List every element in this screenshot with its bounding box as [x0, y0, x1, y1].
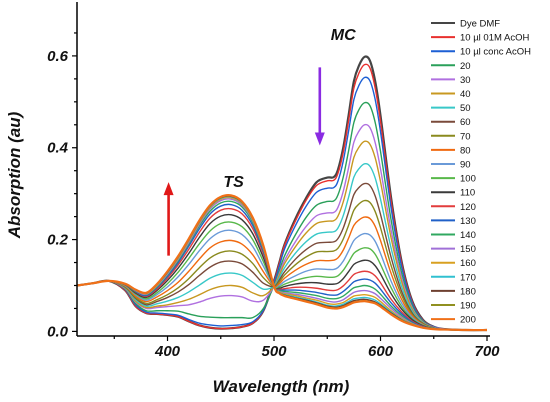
legend-item: 80: [431, 145, 471, 156]
legend-label: 20: [460, 61, 471, 72]
legend-item: 10 µl conc AcOH: [431, 47, 531, 58]
plot-lines: [77, 55, 487, 332]
series-line-2: [77, 63, 487, 331]
arrow-down: [314, 67, 325, 146]
series-line-13: [77, 213, 487, 331]
legend-item: 70: [431, 131, 471, 142]
legend-label: 150: [460, 244, 476, 255]
x-tick-label: 500: [261, 343, 287, 360]
legend-item: 160: [431, 258, 476, 269]
legend-label: 170: [460, 272, 476, 283]
legend-label: 30: [460, 75, 471, 86]
legend-item: 150: [431, 244, 476, 255]
legend-item: Dye DMF: [431, 19, 500, 30]
annotations: TS MC: [163, 27, 356, 256]
legend-label: 130: [460, 216, 476, 227]
legend-label: 120: [460, 202, 476, 213]
series-line-5: [77, 123, 487, 331]
legend-item: 120: [431, 202, 476, 213]
legend-label: 70: [460, 131, 471, 142]
x-tick-label: 600: [368, 343, 394, 360]
legend-label: 40: [460, 89, 471, 100]
series-line-14: [77, 207, 487, 331]
legend-label: 180: [460, 286, 476, 297]
y-tick-label: 0.4: [47, 140, 69, 157]
legend-label: 160: [460, 258, 476, 269]
legend-item: 180: [431, 286, 476, 297]
legend-label: 60: [460, 117, 471, 128]
series-line-22: [77, 194, 487, 332]
legend-item: 190: [431, 301, 476, 312]
annotation-ts: TS: [223, 174, 244, 191]
legend-label: 10 µl conc AcOH: [460, 47, 531, 58]
series-line-12: [77, 221, 487, 331]
series-line-10: [77, 216, 487, 331]
series-line-9: [77, 199, 487, 331]
legend-item: 100: [431, 174, 476, 185]
x-tick-label: 700: [474, 343, 500, 360]
legend-item: 40: [431, 89, 471, 100]
x-axis-title: Wavelength (nm): [213, 377, 350, 396]
legend-item: 130: [431, 216, 476, 227]
y-tick-label: 0.6: [47, 48, 69, 65]
legend-item: 50: [431, 103, 471, 114]
x-tick-label: 400: [154, 343, 181, 360]
legend-label: 90: [460, 160, 471, 171]
axes: 400 500 600 700 0.0 0.2 0.4 0.6: [47, 2, 500, 360]
legend-item: 170: [431, 272, 476, 283]
annotation-mc: MC: [331, 27, 356, 44]
legend-item: 90: [431, 160, 471, 171]
legend-label: Dye DMF: [460, 19, 500, 30]
legend-label: 110: [460, 188, 475, 199]
y-tick-label: 0.2: [47, 232, 69, 249]
legend-item: 200: [431, 315, 476, 326]
legend-label: 50: [460, 103, 471, 114]
series-line-8: [77, 182, 487, 331]
series-line-4: [77, 101, 487, 331]
legend-label: 140: [460, 230, 476, 241]
legend: Dye DMF 10 µl 01M AcOH 10 µl conc AcOH 20 30…: [431, 19, 531, 326]
series-line-11: [77, 229, 487, 331]
arrow-up: [163, 182, 174, 256]
series-line-7: [77, 162, 487, 331]
series-line-15: [77, 203, 487, 331]
y-axis-title: Absorption (au): [5, 111, 24, 239]
legend-item: 110: [431, 188, 475, 199]
y-tick-label: 0.0: [47, 323, 69, 340]
legend-label: 190: [460, 301, 476, 312]
legend-item: 60: [431, 117, 471, 128]
legend-item: 140: [431, 230, 476, 241]
legend-item: 20: [431, 61, 471, 72]
legend-label: 100: [460, 174, 476, 185]
legend-label: 10 µl 01M AcOH: [460, 33, 530, 44]
series-line-3: [77, 76, 487, 331]
legend-item: 30: [431, 75, 471, 86]
legend-item: 10 µl 01M AcOH: [431, 33, 530, 44]
series-line-6: [77, 140, 487, 331]
legend-label: 200: [460, 315, 476, 326]
legend-label: 80: [460, 145, 471, 156]
